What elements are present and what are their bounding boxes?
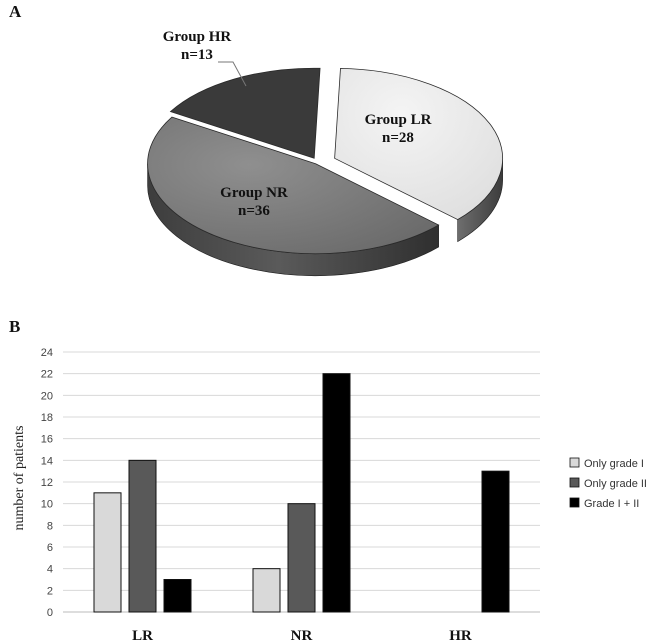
legend-swatch-grade-i-ii bbox=[569, 497, 580, 508]
panel-label-b: B bbox=[9, 317, 21, 336]
y-tick-label: 4 bbox=[47, 564, 53, 576]
bar-nr-only-grade-ii bbox=[287, 503, 316, 613]
pie-slice-group-nr bbox=[147, 116, 440, 255]
pie-chart: Group LR n=28 Group NR n=36 Group HR n=13 bbox=[147, 29, 504, 277]
y-tick-label: 2 bbox=[47, 585, 53, 597]
y-tick-label: 18 bbox=[41, 412, 53, 424]
bar-nr-only-grade-i bbox=[252, 568, 281, 613]
legend-swatch-only-grade-i bbox=[569, 457, 580, 468]
x-category-label: LR bbox=[132, 628, 153, 642]
pie-label-group-lr: Group LR n=28 bbox=[365, 112, 432, 146]
legend-label-grade-i-ii: Grade I + II bbox=[584, 498, 639, 510]
x-category-label: NR bbox=[291, 628, 313, 642]
pie-leader-line bbox=[218, 61, 247, 87]
y-tick-label: 6 bbox=[47, 542, 53, 554]
y-tick-label: 12 bbox=[41, 477, 53, 489]
legend-swatch-only-grade-ii bbox=[569, 477, 580, 488]
y-tick-label: 14 bbox=[41, 455, 53, 467]
y-tick-label: 10 bbox=[41, 499, 53, 511]
bar-lr-only-grade-i bbox=[93, 492, 122, 613]
legend-label-only-grade-ii: Only grade II bbox=[584, 478, 647, 490]
pie-label-group-hr: Group HR n=13 bbox=[163, 29, 232, 63]
y-tick-label: 8 bbox=[47, 520, 53, 532]
pie-label-group-nr: Group NR n=36 bbox=[220, 185, 288, 219]
y-tick-label: 20 bbox=[41, 390, 53, 402]
panel-label-a: A bbox=[9, 2, 22, 21]
x-category-label: HR bbox=[449, 628, 472, 642]
y-tick-label: 22 bbox=[41, 369, 53, 381]
y-tick-label: 24 bbox=[41, 347, 53, 359]
bar-lr-only-grade-ii bbox=[128, 459, 157, 613]
bar-hr-grade-i-ii bbox=[481, 470, 510, 613]
pie-slice-group-hr bbox=[169, 67, 321, 159]
pie-slice-group-lr bbox=[334, 67, 504, 221]
y-tick-label: 16 bbox=[41, 434, 53, 446]
y-axis-label: number of patients bbox=[12, 426, 27, 531]
bar-lr-grade-i-ii bbox=[163, 579, 192, 613]
bar-nr-grade-i-ii bbox=[322, 373, 351, 613]
legend-label-only-grade-i: Only grade I bbox=[584, 458, 644, 470]
y-tick-label: 0 bbox=[47, 607, 53, 619]
